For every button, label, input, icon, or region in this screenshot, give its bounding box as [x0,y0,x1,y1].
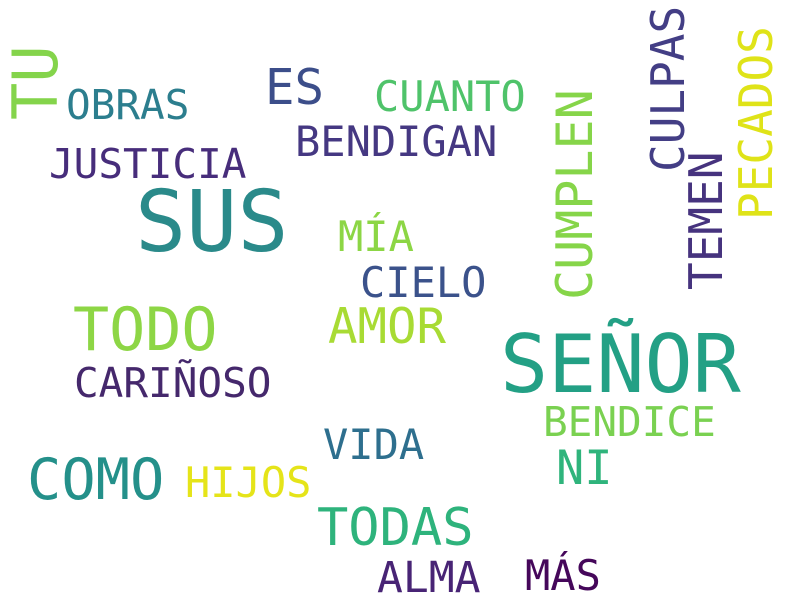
word-todas: TODAS [317,498,474,558]
word-alma: ALMA [377,553,481,603]
word-temen: TEMEN [679,151,733,290]
word-vida: VIDA [323,420,425,469]
word-obras: OBRAS [66,81,190,129]
word-cielo: CIELO [360,258,487,307]
word-sus: SUS [135,173,289,272]
word-senor: SEÑOR [500,318,741,411]
word-pecados: PECADOS [729,26,783,220]
word-cumplen: CUMPLEN [546,89,604,300]
word-mas: MÁS [525,551,601,600]
word-es: ES [265,59,325,116]
word-culpas: CULPAS [641,5,695,172]
word-mia: MÍA [338,212,414,261]
word-todo: TODO [73,295,218,365]
word-como: COMO [27,447,165,513]
word-cuanto: CUANTO [374,72,526,121]
word-carinoso: CARIÑOSO [74,359,272,407]
word-bendice: BENDICE [543,398,716,446]
word-tu: TU [0,45,72,120]
word-bendigan: BENDIGAN [295,117,498,166]
word-justicia: JUSTICIA [49,140,247,188]
word-amor: AMOR [328,298,447,355]
word-hijos: HIJOS [185,458,312,507]
word-ni: NI [556,441,613,496]
